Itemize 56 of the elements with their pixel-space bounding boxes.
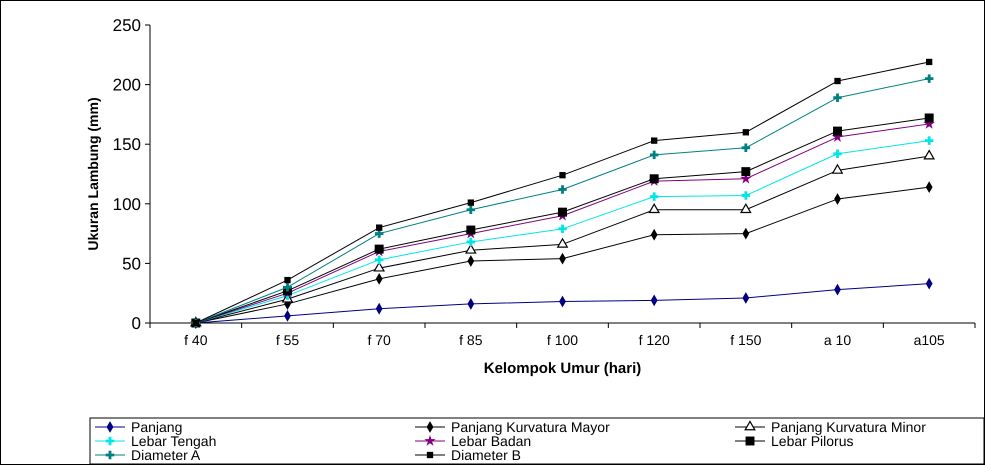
- point: [924, 136, 934, 145]
- point: [465, 244, 476, 254]
- point: [376, 224, 382, 231]
- x-tick-label: f 40: [184, 332, 208, 348]
- point: [924, 74, 934, 83]
- x-tick-label: f 55: [276, 332, 300, 348]
- point: [558, 208, 567, 217]
- point: [651, 137, 658, 144]
- point: [924, 150, 935, 160]
- legend-label: Panjang Kurvatura Mayor: [451, 418, 610, 435]
- point: [833, 149, 842, 158]
- x-tick-label: a105: [914, 332, 945, 348]
- x-tick-label: f 100: [546, 332, 578, 348]
- point: [283, 282, 292, 292]
- point: [833, 93, 842, 102]
- point: [558, 185, 567, 194]
- point: [832, 164, 843, 174]
- point: [650, 150, 658, 160]
- point: [374, 256, 384, 264]
- point: [374, 262, 385, 272]
- x-tick-label: f 85: [459, 332, 483, 348]
- y-tick-label: 50: [122, 254, 141, 274]
- point: [558, 224, 567, 234]
- x-tick-label: f 120: [638, 332, 670, 348]
- point: [650, 174, 659, 184]
- point: [834, 78, 841, 84]
- y-tick-label: 100: [112, 194, 141, 214]
- point: [833, 126, 842, 136]
- point: [284, 276, 291, 284]
- point: [740, 204, 752, 214]
- point: [742, 144, 750, 152]
- point: [557, 238, 568, 248]
- legend-label: Panjang: [131, 418, 182, 435]
- point: [742, 191, 750, 200]
- point: [466, 238, 476, 246]
- legend-label: Diameter B: [451, 446, 522, 463]
- y-tick-label: 200: [112, 76, 141, 95]
- point: [466, 226, 476, 234]
- point: [374, 244, 384, 254]
- x-tick-label: a 10: [824, 332, 852, 348]
- point: [648, 204, 660, 214]
- point: [559, 172, 566, 178]
- point: [650, 192, 658, 201]
- point: [924, 114, 934, 122]
- x-tick-label: f 150: [730, 332, 762, 348]
- y-tick-label: 250: [112, 16, 141, 35]
- point: [742, 129, 749, 136]
- x-tick-label: f 70: [367, 332, 392, 348]
- y-axis-title: Ukuran Lambung (mm): [85, 97, 101, 251]
- point: [926, 58, 932, 66]
- y-tick-label: 0: [132, 314, 141, 333]
- x-axis-title: Kelompok Umur (hari): [484, 360, 642, 377]
- point: [468, 199, 474, 206]
- legend-label: Panjang Kurvatura Minor: [771, 418, 926, 435]
- point: [741, 167, 750, 176]
- y-tick-label: 150: [112, 135, 141, 154]
